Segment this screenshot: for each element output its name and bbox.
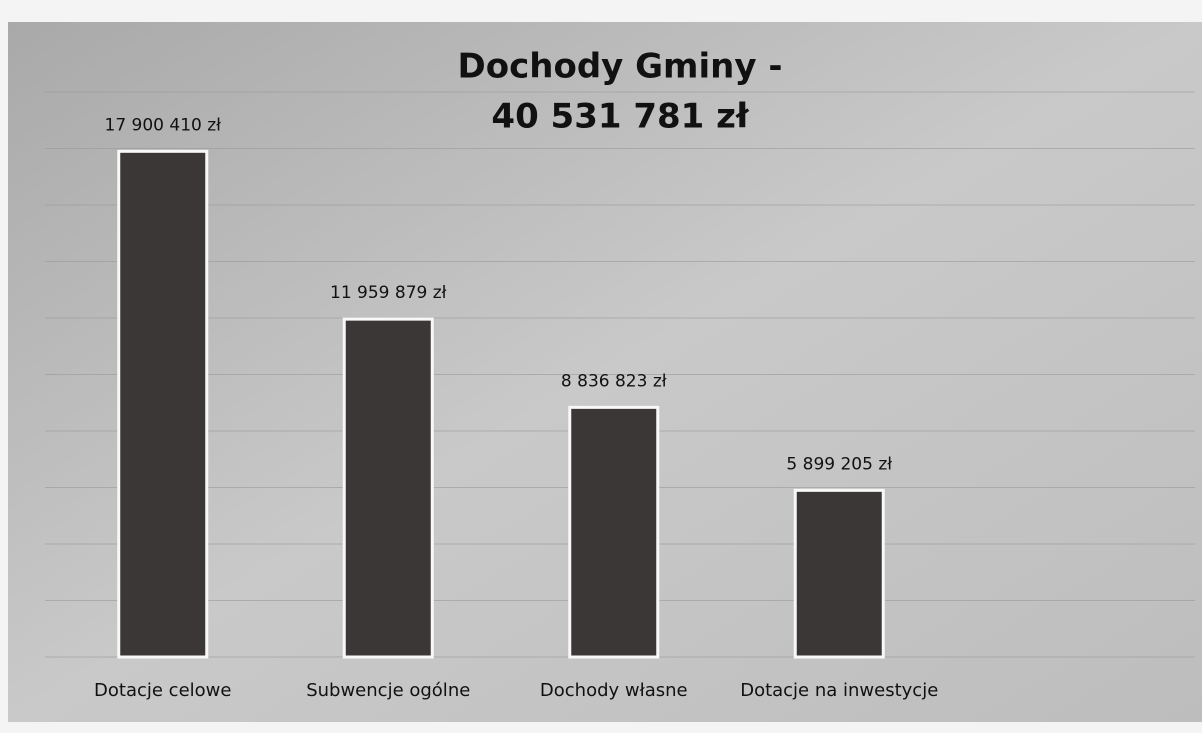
x-tick-label: Dochody własne <box>540 680 688 701</box>
value-label: 17 900 410 zł <box>105 115 222 135</box>
bar <box>568 405 660 659</box>
value-label: 8 836 823 zł <box>561 371 667 391</box>
x-tick-label: Dotacje na inwestycje <box>740 680 938 701</box>
bar <box>117 149 209 659</box>
chart-title: Dochody Gminy - <box>458 47 783 87</box>
bar <box>342 317 434 659</box>
value-label: 5 899 205 zł <box>786 454 892 474</box>
bar <box>793 488 885 659</box>
value-label: 11 959 879 zł <box>330 283 447 303</box>
chart-title: 40 531 781 zł <box>491 97 750 137</box>
x-tick-label: Subwencje ogólne <box>306 680 470 701</box>
x-tick-label: Dotacje celowe <box>94 680 231 701</box>
